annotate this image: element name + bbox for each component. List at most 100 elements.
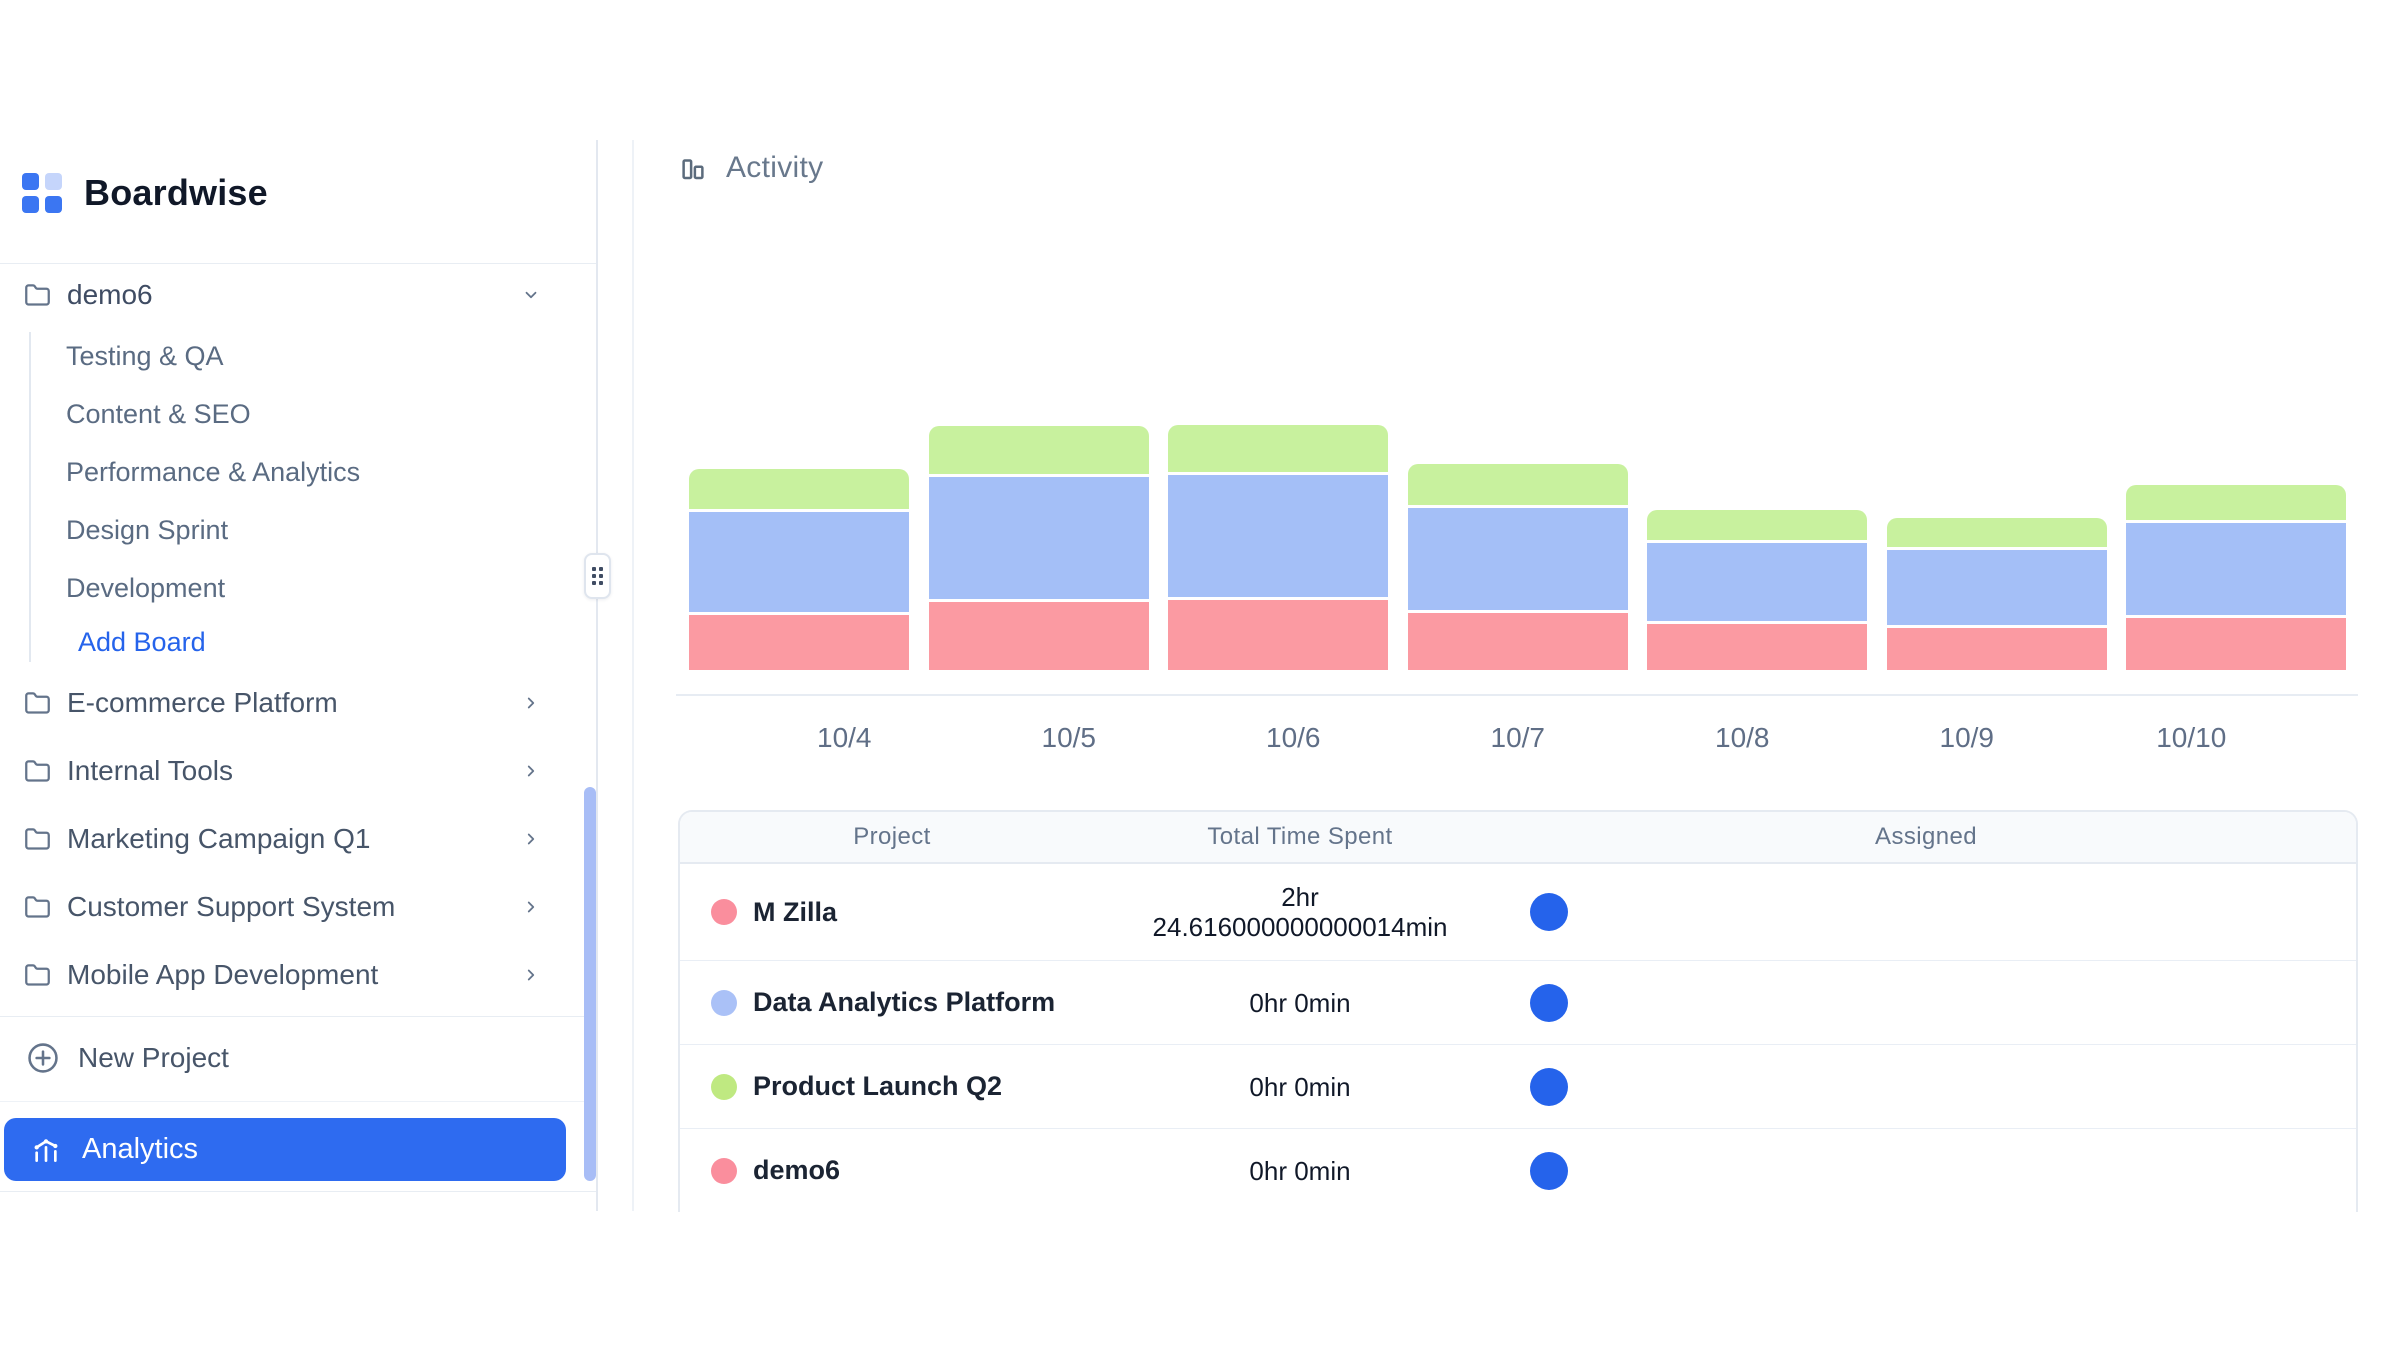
bar-segment (1647, 510, 1867, 540)
sidebar-project-demo6[interactable]: demo6 (0, 263, 592, 327)
assigned-cell (1496, 983, 2356, 1022)
project-name: demo6 (753, 1155, 841, 1185)
x-tick-label: 10/6 (1266, 722, 1321, 753)
assigned-cell (1496, 1151, 2356, 1190)
sidebar-resize-handle[interactable] (584, 553, 611, 599)
chevron-right-icon[interactable] (522, 694, 540, 712)
sidebar-board-item[interactable]: Design Sprint (66, 514, 229, 545)
stacked-bar-10/9 (1886, 515, 2107, 670)
bar-segment (1407, 613, 1628, 670)
stacked-bar-10/6 (1168, 422, 1388, 670)
stacked-bar-10/4 (689, 466, 909, 670)
x-tick-label: 10/10 (2156, 722, 2227, 753)
project-list: E-commerce Platform Internal Tools Marketi… (0, 669, 592, 1009)
folder-icon (25, 895, 50, 918)
circle-plus-icon (28, 1043, 58, 1073)
analytics-label: Analytics (82, 1133, 199, 1165)
tree-indent-guide (29, 332, 31, 662)
sidebar-project-item[interactable]: Internal Tools (0, 737, 592, 805)
chevron-right-icon[interactable] (522, 898, 540, 916)
bar-segment (2126, 618, 2346, 670)
table-header-row: Project Total Time Spent Assigned (680, 812, 2356, 864)
project-color-dot (711, 989, 737, 1016)
bar-segment (1168, 425, 1388, 472)
assigned-cell (1496, 893, 2356, 931)
x-tick-label: 10/8 (1715, 722, 1770, 753)
bar-segment (1407, 464, 1628, 505)
chevron-right-icon[interactable] (522, 830, 540, 848)
project-cell: M Zilla (680, 897, 1104, 928)
bar-segment (1886, 628, 2107, 670)
folder-icon (25, 759, 50, 782)
bar-segment (689, 512, 909, 612)
column-header-assigned: Assigned (1875, 823, 1977, 850)
sidebar-project-item[interactable]: Customer Support System (0, 873, 592, 941)
sidebar-project-item[interactable]: Marketing Campaign Q1 (0, 805, 592, 873)
total-time-cell: 0hr 0min (1104, 988, 1496, 1018)
activity-header: Activity (678, 140, 823, 196)
project-label: demo6 (67, 279, 153, 310)
assignee-avatar (1530, 1067, 1568, 1106)
sidebar-board-item[interactable]: Development (66, 572, 226, 603)
boardwise-logo-icon (22, 173, 62, 213)
table-row: Product Launch Q2 0hr 0min (680, 1044, 2356, 1128)
chevron-right-icon[interactable] (522, 966, 540, 984)
project-name: M Zilla (753, 896, 838, 927)
analytics-nav-button[interactable]: Analytics (4, 1118, 566, 1181)
x-tick-label: 10/5 (1041, 722, 1097, 753)
new-project-label: New Project (78, 1042, 229, 1073)
bar-segment (928, 426, 1149, 474)
sidebar-board-item[interactable]: Testing & QA (66, 340, 224, 371)
table-row: Data Analytics Platform 0hr 0min (680, 960, 2356, 1044)
total-time-value: 2hr 24.616000000000014min (1152, 882, 1448, 942)
bar-segment (689, 469, 909, 509)
project-cell: Product Launch Q2 (680, 1071, 1104, 1102)
total-time-cell: 0hr 0min (1104, 1072, 1496, 1102)
new-project-button[interactable]: New Project (0, 1018, 592, 1098)
total-time-value: 0hr 0min (1249, 987, 1351, 1018)
table-row: M Zilla 2hr 24.616000000000014min (680, 864, 2356, 960)
sidebar-project-item[interactable]: Mobile App Development (0, 941, 592, 1009)
total-time-cell: 2hr 24.616000000000014min (1104, 882, 1496, 942)
project-color-dot (711, 899, 737, 925)
bar-segment (928, 477, 1149, 599)
sidebar-right-border (596, 140, 598, 1211)
column-header-total-time: Total Time Spent (1207, 823, 1393, 850)
sidebar-board-item[interactable]: Performance & Analytics (66, 456, 361, 487)
x-tick-label: 10/7 (1490, 722, 1546, 753)
app-logo: Boardwise (22, 168, 268, 218)
project-cell: demo6 (680, 1155, 1104, 1186)
folder-icon (25, 963, 50, 986)
assignee-avatar (1530, 1151, 1568, 1190)
stacked-bar-10/8 (1647, 507, 1867, 670)
bar-segment (928, 602, 1149, 670)
x-axis-line (676, 694, 2358, 696)
bar-segment (1647, 543, 1867, 621)
bar-segment (1886, 550, 2107, 625)
stacked-bar-10/5 (928, 423, 1149, 670)
total-time-value: 0hr 0min (1249, 1155, 1351, 1186)
project-name: Data Analytics Platform (753, 987, 1056, 1017)
project-cell: Data Analytics Platform (680, 987, 1104, 1018)
project-name: Product Launch Q2 (753, 1071, 1003, 1101)
total-time-cell: 0hr 0min (1104, 1156, 1496, 1186)
sidebar-board-item[interactable]: Content & SEO (66, 398, 251, 429)
content-left-divider (632, 140, 634, 1211)
chevron-down-icon[interactable] (522, 286, 540, 304)
add-board-button[interactable]: Add Board (78, 626, 206, 657)
x-tick-label: 10/9 (1939, 722, 1995, 753)
table-row: demo6 0hr 0min (680, 1128, 2356, 1212)
sidebar-project-item[interactable]: E-commerce Platform (0, 669, 592, 737)
divider (0, 1016, 592, 1017)
sidebar-scrollbar-thumb[interactable] (584, 787, 596, 1181)
bar-segment (1407, 508, 1628, 610)
divider (0, 1101, 592, 1102)
sidebar: Boardwise demo6 Testing & QA Content & SE… (0, 140, 597, 1211)
folder-icon (25, 283, 50, 306)
chevron-right-icon[interactable] (522, 762, 540, 780)
app-title: Boardwise (84, 172, 268, 213)
time-spent-table: Project Total Time Spent Assigned M Zill… (678, 810, 2358, 1212)
main-content: Activity 10/4 10/5 10/6 10/7 10/8 10/9 10/10 P… (676, 140, 2358, 1212)
assignee-avatar (1530, 983, 1568, 1022)
